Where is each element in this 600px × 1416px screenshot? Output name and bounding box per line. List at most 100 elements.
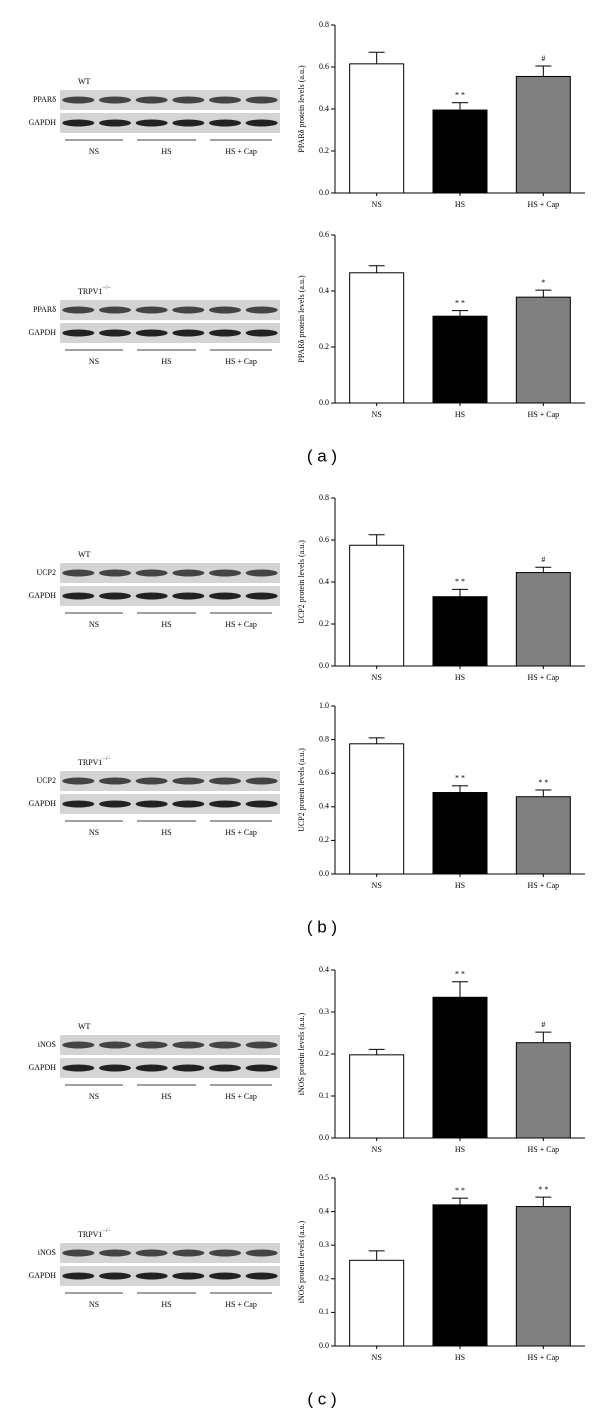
blot-band [172,1041,205,1049]
blot-row-label: PPARδ [33,95,56,104]
blot-band [245,329,278,337]
x-tick-label: NS [372,200,382,209]
y-tick-label: 0.0 [319,869,329,878]
y-tick-label: 0.4 [319,577,329,586]
x-tick-label: HS [455,410,465,419]
group-label: HS + Cap [225,1300,257,1309]
y-axis-label: iNOS protein levels (a.u.) [297,1012,306,1095]
blot-band [135,1041,168,1049]
blot-strip [60,90,280,110]
group-label: NS [89,1300,99,1309]
y-tick-label: 0.6 [319,230,329,239]
blot-band [99,96,131,104]
genotype-label: TRPV1−/− [78,285,112,295]
y-tick-label: 0.0 [319,188,329,197]
genotype-superscript: −/− [102,756,111,762]
blot-band [62,1041,95,1049]
blot-strip [60,1266,280,1286]
y-tick-label: 0.3 [319,1007,329,1016]
y-axis-label: UCP2 protein levels (a.u.) [297,748,306,832]
blot-band [135,569,168,577]
bar [349,743,405,875]
blot-band [172,306,205,314]
y-axis-label: PPARδ protein levels (a.u.) [297,65,306,153]
y-tick-label: 0.5 [319,1173,329,1182]
significance: * * [455,577,465,586]
bar [432,792,488,875]
blot-band [99,1272,131,1280]
blot-band [172,1064,205,1072]
blot-row-label: PPARδ [33,305,56,314]
bar [349,272,405,404]
blot-band [135,96,168,104]
blot-band [245,1064,278,1072]
significance: * * [455,774,465,783]
blot-band [62,119,95,127]
genotype-superscript: −/− [102,285,111,291]
blot-strip [60,1035,280,1055]
group-label: HS [161,147,171,156]
blot-band [209,1064,241,1072]
blot-band [209,1041,241,1049]
genotype: WT [78,550,91,559]
blot-band [62,1064,95,1072]
genotype: WT [78,77,91,86]
blot-band [135,592,168,600]
panel-label: ( b ) [307,917,337,936]
blot-strip [60,300,280,320]
blot-band [172,96,205,104]
blot-band [135,777,168,785]
significance: # [541,54,545,63]
group-label: NS [89,828,99,837]
bar [432,1204,488,1347]
y-tick-label: 0.2 [319,1049,329,1058]
blot-row-label: GAPDH [28,1271,56,1280]
y-tick-label: 0.4 [319,1206,329,1215]
y-axis-label: UCP2 protein levels (a.u.) [297,540,306,624]
blot-band [172,329,205,337]
blot-band [245,592,278,600]
significance: * * [538,778,548,787]
blot-strip [60,794,280,814]
y-tick-label: 0.8 [319,20,329,29]
y-tick-label: 0.4 [319,965,329,974]
y-tick-label: 0.8 [319,734,329,743]
blot-band [135,1064,168,1072]
bar [515,296,571,404]
y-tick-label: 0.3 [319,1240,329,1249]
bar [349,63,405,194]
group-label: NS [89,147,99,156]
blot-band [62,1249,95,1257]
blot-band [172,119,205,127]
group-label: HS + Cap [225,1092,257,1101]
x-tick-label: NS [372,673,382,682]
y-tick-label: 0.2 [319,835,329,844]
blot-band [99,1064,131,1072]
blot-row-label: UCP2 [36,776,56,785]
blot-band [209,329,241,337]
blot-band [245,306,278,314]
group-label: HS + Cap [225,357,257,366]
blot-strip [60,771,280,791]
blot-band [245,569,278,577]
significance: * * [455,970,465,979]
group-label: HS [161,357,171,366]
y-tick-label: 0.4 [319,104,329,113]
y-tick-label: 0.4 [319,802,329,811]
y-tick-label: 0.2 [319,619,329,628]
blot-band [135,119,168,127]
group-label: HS [161,828,171,837]
blot-row-label: GAPDH [28,1063,56,1072]
bar [432,596,488,667]
y-tick-label: 0.8 [319,493,329,502]
y-tick-label: 0.0 [319,661,329,670]
blot-band [209,592,241,600]
group-label: HS [161,1300,171,1309]
bar [432,315,488,404]
blot-band [245,119,278,127]
x-tick-label: HS [455,200,465,209]
x-tick-label: NS [372,1145,382,1154]
group-label: HS + Cap [225,828,257,837]
group-label: HS + Cap [225,147,257,156]
